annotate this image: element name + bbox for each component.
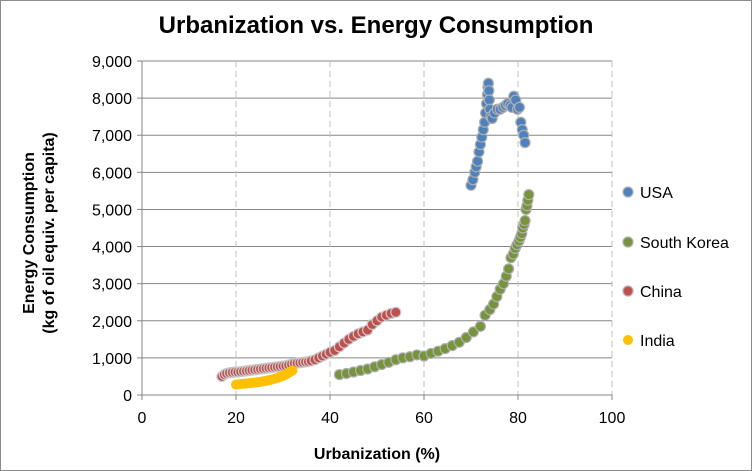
point-south-korea xyxy=(503,263,515,275)
point-india xyxy=(287,365,298,376)
x-tick-labels: 0 20 40 60 80 100 xyxy=(138,410,626,427)
legend-label-china: China xyxy=(640,284,682,301)
y-tick-label: 2,000 xyxy=(92,314,132,331)
y-tick-label: 1,000 xyxy=(92,351,132,368)
x-tick-label: 100 xyxy=(599,410,626,427)
point-usa xyxy=(471,155,484,167)
legend-marker-south-korea xyxy=(622,236,634,248)
y-tick-label: 9,000 xyxy=(92,54,132,71)
legend: USA South Korea China India xyxy=(622,185,729,350)
y-tick-label: 8,000 xyxy=(92,91,132,108)
y-axis-title-line-1: Energy Consumption xyxy=(21,152,38,314)
chart-title: Urbanization vs. Energy Consumption xyxy=(159,12,594,39)
legend-marker-china xyxy=(622,285,634,297)
x-tick-label: 40 xyxy=(321,410,339,427)
y-tick-label: 7,000 xyxy=(92,128,132,145)
x-tick-label: 0 xyxy=(138,410,147,427)
point-usa xyxy=(483,85,495,97)
y-tick-label: 3,000 xyxy=(92,277,132,294)
x-tick-label: 20 xyxy=(227,410,245,427)
x-tick-label: 60 xyxy=(415,410,433,427)
y-tick-label: 4,000 xyxy=(92,240,132,257)
x-tick-label: 80 xyxy=(509,410,527,427)
point-usa xyxy=(483,94,495,106)
y-axis-title-line-2: (kg of oil equiv. per capita) xyxy=(41,132,58,334)
point-south-korea xyxy=(474,320,486,332)
y-tick-label: 6,000 xyxy=(92,165,132,182)
y-tick-label: 0 xyxy=(123,388,132,405)
point-south-korea xyxy=(523,189,535,201)
y-tick-label: 5,000 xyxy=(92,202,132,219)
y-tick-labels: 0 1,000 2,000 3,000 4,000 5,000 6,000 7,000 8,00… xyxy=(92,54,132,405)
legend-label-india: India xyxy=(640,333,675,350)
legend-marker-usa xyxy=(622,186,634,198)
point-usa xyxy=(513,101,526,113)
legend-marker-india xyxy=(623,335,633,345)
point-south-korea xyxy=(519,214,531,227)
data-points xyxy=(216,77,535,390)
x-axis-title: Urbanization (%) xyxy=(314,446,440,463)
grid-lines xyxy=(142,60,613,395)
point-china xyxy=(390,306,402,318)
point-usa xyxy=(519,137,531,149)
legend-label-south-korea: South Korea xyxy=(640,235,729,252)
legend-label-usa: USA xyxy=(640,185,673,202)
axes xyxy=(137,60,613,400)
